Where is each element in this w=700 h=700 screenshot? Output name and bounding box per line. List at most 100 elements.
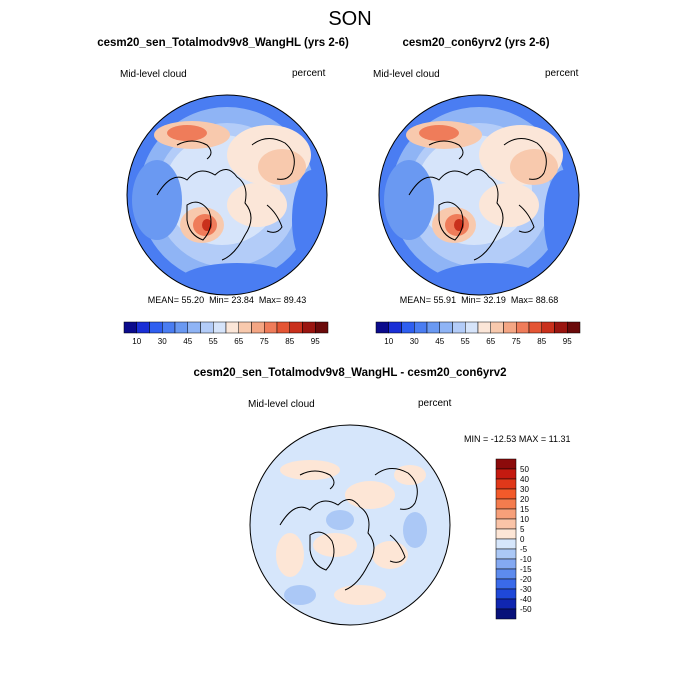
panel3-colorbar-tick-label: -40 [520, 595, 532, 604]
panel2-colorbar-tick-label: 55 [461, 337, 470, 346]
panel1-max-label: Max= [258, 295, 282, 305]
panel3-positive-anomaly [345, 481, 395, 509]
panel2-colorbar-swatch [477, 321, 491, 334]
panel1-stats: MEAN= 55.20 Min= 23.84 Max= 89.43 [148, 295, 306, 305]
panel2-colorbar-swatch [375, 321, 389, 334]
panel3-polar-map [249, 424, 451, 626]
panel2-colorbar-swatch [528, 321, 542, 334]
panel2-colorbar-swatch [414, 321, 428, 334]
panel3-positive-anomaly [334, 585, 386, 605]
panel1-colorbar-swatch [174, 321, 188, 334]
panel2-min-value: 32.19 [483, 295, 506, 305]
panel2-colorbar-swatch [567, 321, 581, 334]
panel1-colorbar-swatch [238, 321, 252, 334]
panel2-warm-greenland-peak [454, 219, 464, 231]
panel1-mean-label: MEAN= [147, 295, 180, 305]
panel1-colorbar-swatch [251, 321, 265, 334]
panel3-colorbar-tick-label: -30 [520, 585, 532, 594]
panel2-colorbar-swatch [516, 321, 530, 334]
panel3-colorbar-swatch [495, 538, 517, 550]
panel3-negative-anomaly [403, 512, 427, 548]
panel3-colorbar-tick-label: -10 [520, 555, 532, 564]
panel3-colorbar-swatch [495, 598, 517, 610]
panel1-colorbar-swatch [302, 321, 316, 334]
panel1-colorbar-swatch [213, 321, 227, 334]
panel3-negative-anomaly [326, 510, 354, 530]
panel3-colorbar-swatch [495, 578, 517, 590]
panel1-coastline [186, 201, 212, 241]
panel1-colorbar: 10 30 45 55 65 75 85 95 [123, 321, 329, 346]
panel2-colorbar-tick-label: 10 [384, 337, 393, 346]
panel2-mean-label: MEAN= [399, 295, 432, 305]
panel1-colorbar-swatch [123, 321, 137, 334]
panel3-colorbar-swatch [495, 498, 517, 510]
panel3-positive-anomaly [276, 533, 304, 577]
panel3-coastline [374, 468, 418, 510]
panel1-max-value: 89.43 [283, 295, 307, 305]
panel3-colorbar-tick-label: 30 [520, 485, 529, 494]
panel1-coastline [251, 138, 295, 180]
panel2-colorbar-swatch [503, 321, 517, 334]
panel2-warm-arctic [479, 183, 539, 227]
panel3-variable-label: Mid-level cloud [248, 399, 315, 410]
panel2-max-value: 88.68 [535, 295, 559, 305]
panel3-min-value: -12.53 [490, 434, 517, 444]
panel1-colorbar-tick-label: 95 [311, 337, 320, 346]
panel1-mean-value: 55.20 [181, 295, 205, 305]
panel3-positive-anomaly [280, 460, 340, 480]
panel1-min-label: Min= [209, 295, 229, 305]
panel3-colorbar-swatch [495, 488, 517, 500]
panel3-max-value: 11.31 [548, 434, 571, 444]
panel3-colorbar-swatch [495, 458, 517, 470]
panel1-coastline [176, 140, 212, 160]
panel1-colorbar-swatch [289, 321, 303, 334]
panel3-units: percent [418, 398, 452, 409]
panel2-map-border [378, 94, 580, 296]
panel2-coastline [518, 204, 535, 233]
panel2-coastline [428, 140, 464, 160]
panel1-colorbar-tick-label: 45 [183, 337, 192, 346]
panel3-title: cesm20_sen_Totalmodv9v8_WangHL - cesm20_… [193, 367, 507, 379]
panel3-positive-anomaly [313, 533, 357, 557]
panel2-colorbar: 10 30 45 55 65 75 85 95 [375, 321, 581, 346]
panel2-warm-pacific-core [419, 125, 459, 141]
figure-suptitle: SON [328, 8, 372, 30]
panel2-colorbar-swatch [465, 321, 479, 334]
panel3-colorbar-swatch [495, 478, 517, 490]
panel1-colorbar-tick-label: 10 [132, 337, 141, 346]
panel3-map-border [249, 424, 451, 626]
panel3-colorbar-tick-label: 10 [520, 515, 529, 524]
panel2-colorbar-swatch [490, 321, 504, 334]
panel2-colorbar-swatch [426, 321, 440, 334]
panel1-colorbar-swatch [225, 321, 239, 334]
panel1-colorbar-swatch [315, 321, 329, 334]
panel1-colorbar-swatch [200, 321, 214, 334]
panel3-field [250, 425, 450, 625]
panel2-polar-map [378, 94, 580, 296]
panel3-stats: MIN = -12.53 MAX = 11.31 [464, 434, 570, 444]
panel1-colorbar-tick-label: 65 [234, 337, 243, 346]
panel3-colorbar-swatch [495, 508, 517, 520]
panel3-colorbar-tick-label: 15 [520, 505, 529, 514]
panel3-colorbar-tick-label: -15 [520, 565, 532, 574]
panel3-positive-anomaly [372, 541, 408, 569]
panel3-colorbar-swatch [495, 518, 517, 530]
panel1-min-value: 23.84 [231, 295, 254, 305]
panel3-colorbar-swatch [495, 608, 517, 620]
panel2-min-label: Min= [461, 295, 481, 305]
panel1-colorbar-tick-label: 75 [260, 337, 269, 346]
panel1-variable-label: Mid-level cloud [120, 69, 187, 80]
panel2-colorbar-tick-label: 45 [435, 337, 444, 346]
panel1-colorbar-swatch [149, 321, 163, 334]
panel3-colorbar-tick-label: 5 [520, 525, 525, 534]
panel1-coastline [156, 169, 252, 261]
panel3-colorbar-tick-label: 50 [520, 465, 529, 474]
panel2-colorbar-tick-label: 85 [537, 337, 546, 346]
panel3-min-label: MIN = [464, 434, 489, 444]
panel2-colorbar-swatch [554, 321, 568, 334]
panel1-map-border [126, 94, 328, 296]
panel1-polar-map [126, 94, 328, 296]
panel2-stats: MEAN= 55.91 Min= 32.19 Max= 88.68 [400, 295, 558, 305]
panel1-warm-greenland-peak [202, 219, 212, 231]
